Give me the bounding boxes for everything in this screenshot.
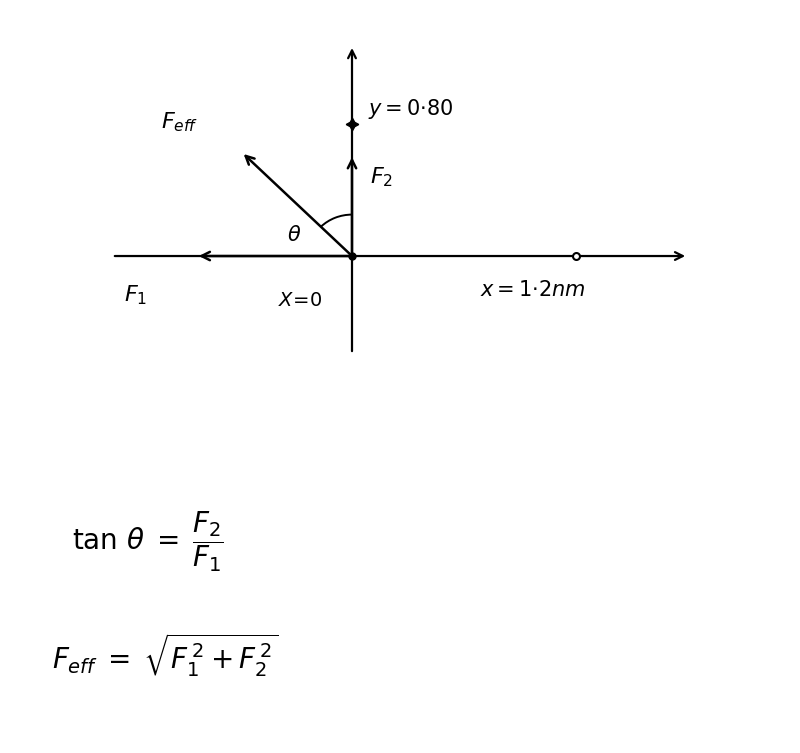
Text: $F_1$: $F_1$ <box>125 283 147 307</box>
Text: $x = 1{\cdot}2nm$: $x = 1{\cdot}2nm$ <box>480 280 586 300</box>
Text: $F_{eff}\;=\;\sqrt{F_1^{\,2}+F_2^{\,2}}$: $F_{eff}\;=\;\sqrt{F_1^{\,2}+F_2^{\,2}}$ <box>52 631 278 679</box>
Text: $\tan\,\theta\;=\;\dfrac{F_2}{F_1}$: $\tan\,\theta\;=\;\dfrac{F_2}{F_1}$ <box>72 510 224 575</box>
Text: $F_2$: $F_2$ <box>370 165 393 189</box>
Text: $\theta$: $\theta$ <box>287 225 302 245</box>
Text: $X\!=\!0$: $X\!=\!0$ <box>278 292 322 310</box>
Text: $F_{eff}$: $F_{eff}$ <box>162 110 198 134</box>
Text: $y = 0{\cdot}80$: $y = 0{\cdot}80$ <box>368 97 454 121</box>
